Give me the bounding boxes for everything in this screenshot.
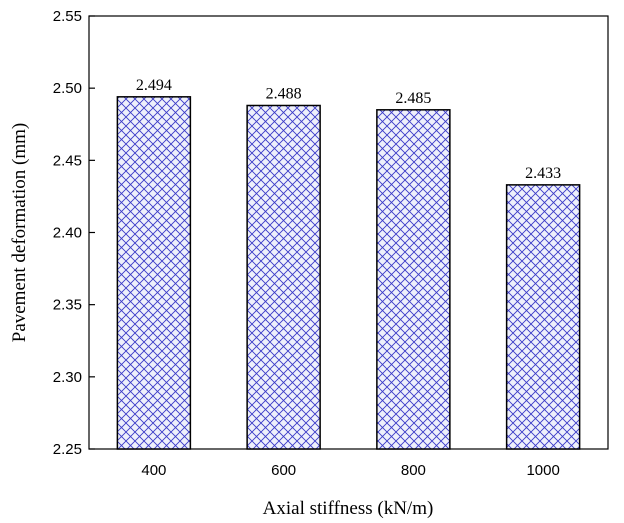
x-tick-label: 400: [141, 462, 166, 479]
bar: [505, 184, 581, 450]
y-tick-label: 2.50: [53, 80, 82, 97]
bar-value-label: 2.485: [395, 90, 431, 107]
bar-value-label: 2.433: [525, 165, 561, 182]
y-tick-label: 2.40: [53, 225, 82, 242]
y-axis-title: Pavement deformation (mm): [9, 123, 30, 343]
x-tick-label: 800: [401, 462, 426, 479]
bar: [376, 109, 451, 450]
bar-value-label: 2.488: [266, 85, 302, 102]
bar: [116, 96, 192, 450]
x-tick-label: 1000: [526, 462, 559, 479]
x-axis-title: Axial stiffness (kN/m): [263, 498, 434, 519]
data-labels: 2.494 2.488 2.485 2.433: [136, 77, 561, 182]
y-tick-label: 2.30: [53, 369, 82, 386]
bars: [116, 96, 581, 450]
y-tick-label: 2.55: [53, 8, 82, 25]
x-tick-label: 600: [271, 462, 296, 479]
y-axis: 2.25 2.30 2.35 2.40 2.45 2.50 2.55: [53, 8, 95, 458]
y-tick-label: 2.35: [53, 297, 82, 314]
bar: [246, 104, 321, 450]
y-tick-label: 2.25: [53, 441, 82, 458]
y-tick-label: 2.45: [53, 152, 82, 169]
bar-value-label: 2.494: [136, 77, 172, 94]
